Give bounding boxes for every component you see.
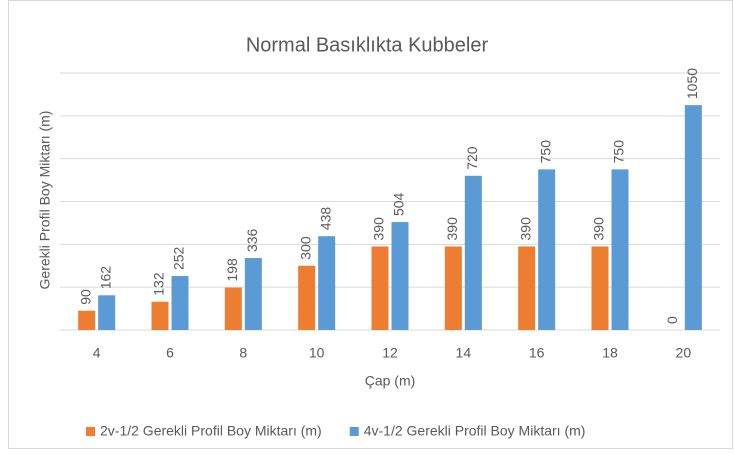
bar	[591, 246, 609, 330]
bar	[444, 246, 462, 330]
data-label: 1050	[684, 68, 700, 99]
chart-title: Normal Basıklıkta Kubbeler	[246, 34, 489, 56]
bar	[171, 276, 189, 330]
data-label: 162	[97, 266, 113, 290]
bar	[371, 246, 389, 330]
bar	[611, 169, 629, 330]
x-tick-label: 4	[93, 345, 101, 361]
bar	[224, 287, 242, 330]
data-label: 504	[391, 192, 407, 216]
legend-label: 2v-1/2 Gerekli Profil Boy Miktarı (m)	[100, 423, 322, 439]
x-tick-label: 14	[456, 345, 472, 361]
bar	[151, 301, 169, 330]
data-label: 750	[611, 140, 627, 164]
x-tick-label: 16	[529, 345, 545, 361]
data-label: 390	[591, 217, 607, 241]
data-label: 90	[77, 289, 93, 305]
bar	[518, 246, 536, 330]
bar	[684, 105, 702, 330]
bar	[464, 175, 482, 330]
data-label: 132	[151, 272, 167, 296]
x-tick-label: 8	[239, 345, 247, 361]
x-tick-label: 12	[382, 345, 398, 361]
data-label: 336	[244, 228, 260, 252]
legend-swatch	[349, 427, 359, 436]
legend-label: 4v-1/2 Gerekli Profil Boy Miktarı (m)	[364, 423, 586, 439]
chart-frame	[8, 0, 733, 449]
data-label: 720	[464, 146, 480, 170]
bar	[98, 295, 116, 330]
data-label: 0	[664, 316, 680, 324]
data-label: 390	[444, 217, 460, 241]
y-axis-label: Gerekli Profil Boy Miktarı (m)	[37, 111, 53, 290]
data-label: 390	[371, 217, 387, 241]
data-label: 750	[537, 140, 553, 164]
legend-swatch	[86, 427, 95, 436]
x-tick-label: 6	[166, 345, 174, 361]
data-label: 252	[171, 246, 187, 270]
bar	[318, 236, 336, 330]
bar	[78, 310, 96, 330]
data-label: 198	[224, 258, 240, 282]
bar	[244, 258, 262, 330]
data-label: 390	[517, 217, 533, 241]
bar	[538, 169, 556, 330]
bar	[391, 222, 409, 330]
x-axis-label: Çap (m)	[365, 373, 416, 389]
data-label: 300	[297, 236, 313, 260]
x-tick-label: 10	[309, 345, 325, 361]
data-label: 438	[317, 207, 333, 231]
x-tick-label: 18	[602, 345, 618, 361]
bar	[298, 265, 316, 330]
x-tick-label: 20	[676, 345, 692, 361]
